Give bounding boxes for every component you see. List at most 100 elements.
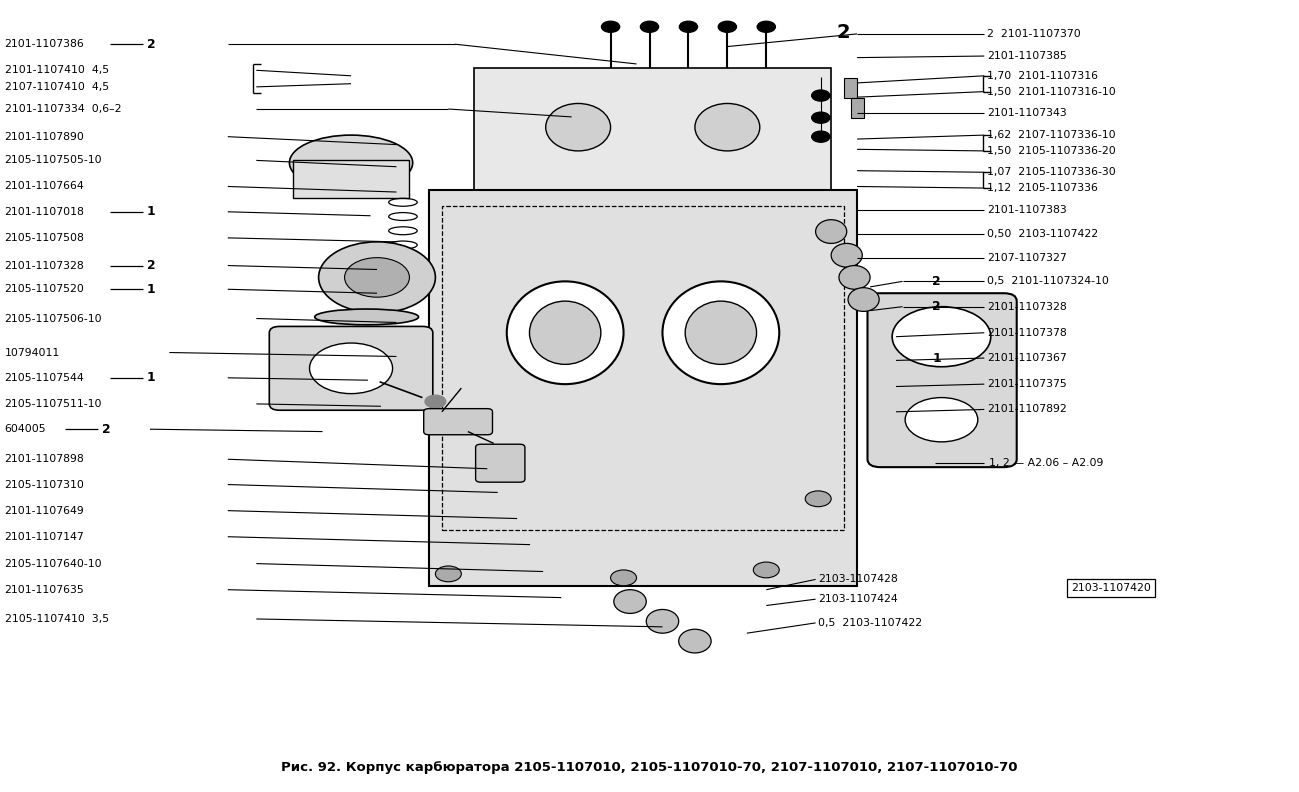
Circle shape [679,21,698,32]
Text: 1,12  2105-1107336: 1,12 2105-1107336 [987,183,1098,193]
FancyBboxPatch shape [475,444,525,482]
Text: 2101-1107328: 2101-1107328 [5,261,84,271]
Text: 1: 1 [147,205,156,219]
Text: 10794011: 10794011 [5,348,60,357]
Ellipse shape [695,104,760,151]
Text: Рис. 92. Корпус карбюратора 2105-1107010, 2105-1107010-70, 2107-1107010, 2107-11: Рис. 92. Корпус карбюратора 2105-1107010… [282,761,1017,774]
Ellipse shape [662,281,779,384]
Circle shape [425,395,446,408]
Ellipse shape [816,219,847,243]
Polygon shape [474,68,831,190]
Text: 2101-1107018: 2101-1107018 [5,207,84,217]
Bar [851,98,864,118]
Text: 2107-1107327: 2107-1107327 [987,253,1066,263]
FancyBboxPatch shape [423,409,492,435]
Ellipse shape [507,281,624,384]
Ellipse shape [647,610,678,633]
Text: 2105-1107508: 2105-1107508 [5,233,84,243]
FancyBboxPatch shape [269,326,433,410]
Text: 2101-1107890: 2101-1107890 [5,131,84,142]
Text: 2101-1107410  4,5: 2101-1107410 4,5 [5,65,109,75]
Circle shape [309,343,392,394]
Circle shape [611,570,637,586]
Circle shape [718,21,737,32]
Text: 2: 2 [147,259,156,272]
Text: 2101-1107383: 2101-1107383 [987,205,1066,215]
Text: 2: 2 [933,300,940,313]
Text: 2101-1107898: 2101-1107898 [5,455,84,464]
Text: 2101-1107386: 2101-1107386 [5,39,84,49]
Circle shape [892,307,991,367]
Text: 2105-1107640-10: 2105-1107640-10 [5,558,103,569]
Text: 2103-1107428: 2103-1107428 [818,574,898,584]
Bar [429,190,857,586]
Ellipse shape [290,135,413,190]
Text: 2103-1107420: 2103-1107420 [1072,583,1151,593]
Text: 2101-1107367: 2101-1107367 [987,353,1066,363]
Text: 2101-1107328: 2101-1107328 [987,302,1066,312]
Text: 0,5  2103-1107422: 0,5 2103-1107422 [818,618,922,628]
Circle shape [757,21,776,32]
FancyBboxPatch shape [868,293,1017,467]
Bar [442,206,844,531]
Text: 1, 2 — A2.06 – A2.09: 1, 2 — A2.06 – A2.09 [990,459,1104,468]
Ellipse shape [848,287,879,311]
Text: 2105-1107505-10: 2105-1107505-10 [5,155,103,166]
Text: 2: 2 [933,275,940,287]
Text: 2101-1107343: 2101-1107343 [987,108,1066,118]
Text: 2103-1107424: 2103-1107424 [818,594,898,604]
Bar [844,78,857,98]
Circle shape [905,398,978,442]
Text: 0,50  2103-1107422: 0,50 2103-1107422 [987,229,1098,239]
FancyBboxPatch shape [292,161,409,198]
Text: 604005: 604005 [5,425,47,434]
Text: 2105-1107310: 2105-1107310 [5,479,84,489]
Text: 1,70  2101-1107316: 1,70 2101-1107316 [987,70,1098,81]
Circle shape [640,21,659,32]
Text: 2: 2 [101,423,110,436]
Circle shape [318,242,435,313]
Circle shape [805,491,831,507]
Text: 1: 1 [147,283,156,295]
Ellipse shape [546,104,611,151]
Text: 2105-1107544: 2105-1107544 [5,373,84,383]
Circle shape [435,566,461,582]
Text: 1,50  2105-1107336-20: 1,50 2105-1107336-20 [987,146,1116,156]
Text: 2101-1107334  0,6–2: 2101-1107334 0,6–2 [5,104,121,114]
Ellipse shape [831,243,863,267]
Text: 2101-1107385: 2101-1107385 [987,51,1066,61]
Text: 2105-1107520: 2105-1107520 [5,284,84,295]
Text: 2107-1107410  4,5: 2107-1107410 4,5 [5,82,109,92]
Text: 2101-1107635: 2101-1107635 [5,584,84,595]
Text: 1,50  2101-1107316-10: 1,50 2101-1107316-10 [987,86,1116,97]
Text: 2101-1107375: 2101-1107375 [987,379,1066,389]
Text: 2105-1107506-10: 2105-1107506-10 [5,314,103,323]
Text: 2  2101-1107370: 2 2101-1107370 [987,29,1081,39]
Circle shape [344,257,409,297]
Ellipse shape [530,301,601,364]
Text: 1,62  2107-1107336-10: 1,62 2107-1107336-10 [987,130,1116,140]
Ellipse shape [314,309,418,325]
Ellipse shape [614,590,647,614]
Text: 1: 1 [147,371,156,384]
Text: 0,5  2101-1107324-10: 0,5 2101-1107324-10 [987,276,1109,287]
Text: 2: 2 [147,38,156,51]
Text: 1: 1 [933,352,940,364]
Text: 2105-1107511-10: 2105-1107511-10 [5,399,103,409]
Text: 2105-1107410  3,5: 2105-1107410 3,5 [5,614,109,624]
Circle shape [812,112,830,124]
Text: 2: 2 [837,23,850,42]
Text: 2101-1107147: 2101-1107147 [5,531,84,542]
Text: 2101-1107649: 2101-1107649 [5,505,84,516]
Circle shape [601,21,620,32]
Ellipse shape [678,629,711,653]
Text: 2101-1107378: 2101-1107378 [987,328,1066,337]
Circle shape [753,562,779,578]
Circle shape [812,90,830,101]
Ellipse shape [685,301,756,364]
Text: 2101-1107664: 2101-1107664 [5,181,84,192]
Text: 2101-1107892: 2101-1107892 [987,405,1066,414]
Circle shape [812,131,830,143]
Text: 1,07  2105-1107336-30: 1,07 2105-1107336-30 [987,167,1116,177]
Ellipse shape [839,265,870,289]
